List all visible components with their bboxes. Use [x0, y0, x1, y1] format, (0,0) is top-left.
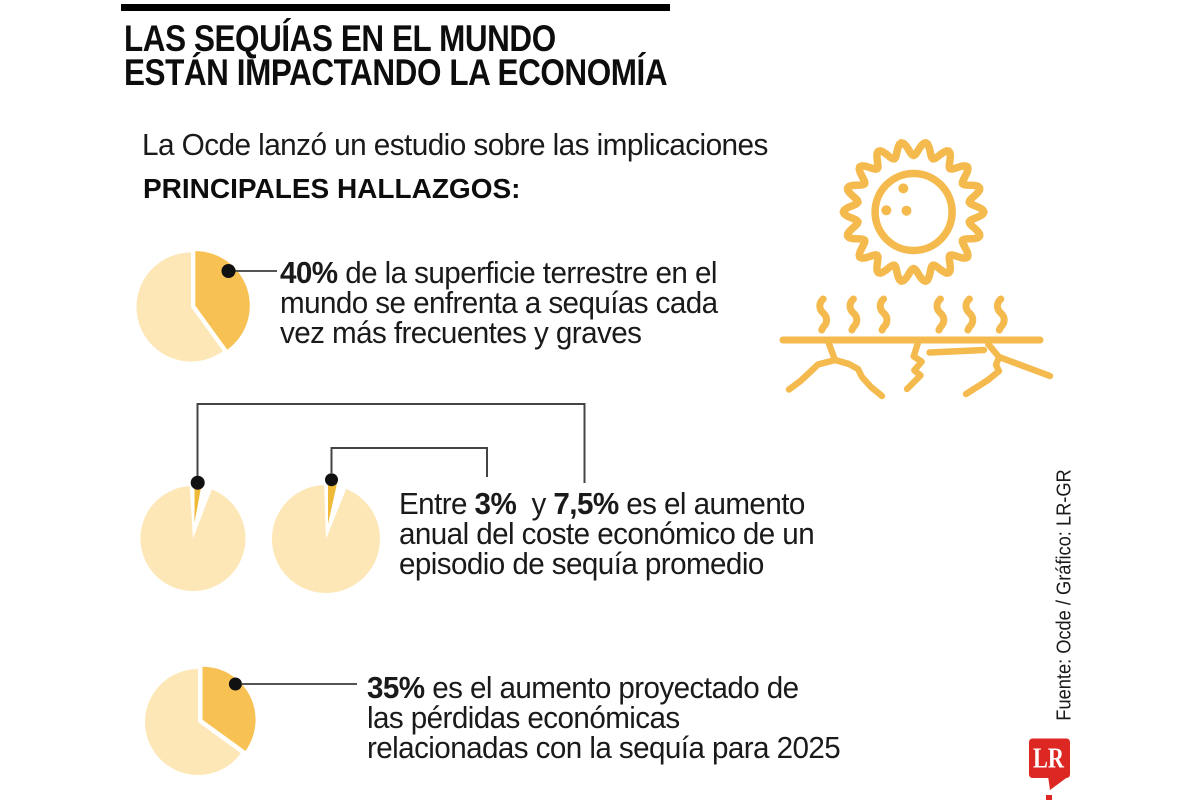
- svg-text:LR: LR: [1033, 743, 1065, 775]
